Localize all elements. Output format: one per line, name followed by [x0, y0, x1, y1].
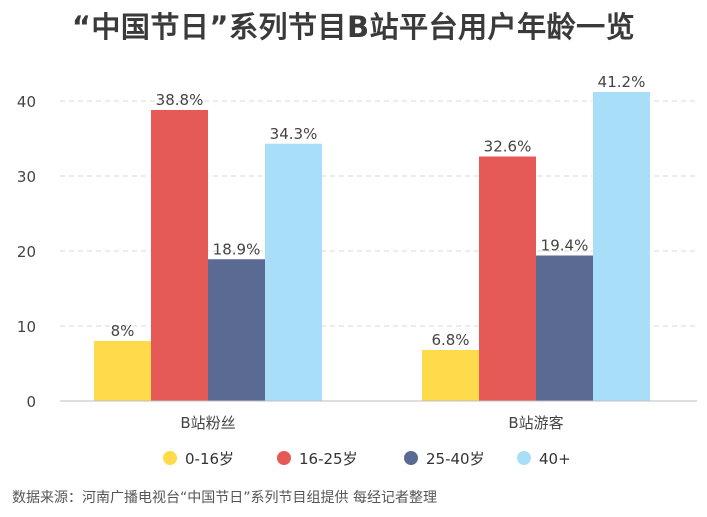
bar [479, 156, 536, 401]
data-label: 18.9% [213, 240, 261, 258]
legend-label: 16-25岁 [299, 450, 358, 468]
y-tick-label: 10 [17, 318, 36, 336]
data-label: 32.6% [484, 138, 532, 156]
x-tick-label: B站粉丝 [180, 414, 235, 432]
legend-label: 40+ [539, 450, 571, 468]
bar-chart: 0 10 20 30 40 8% 38.8% 18.9% 34.3% B站粉丝 6.8% 32.6% 1… [17, 73, 697, 468]
y-tick-label: 30 [17, 168, 36, 186]
legend-swatch [277, 451, 291, 465]
data-label: 34.3% [270, 125, 318, 143]
legend-label: 25-40岁 [426, 450, 485, 468]
data-label: 6.8% [431, 331, 469, 349]
data-label: 38.8% [156, 91, 204, 109]
data-label: 19.4% [541, 237, 589, 255]
legend-swatch [163, 451, 177, 465]
y-tick-label: 40 [17, 93, 36, 111]
source-note: 数据来源：河南广播电视台“中国节日”系列节目组提供 每经记者整理 [12, 490, 437, 506]
legend-swatch [404, 451, 418, 465]
bar [151, 110, 208, 401]
y-tick-label: 20 [17, 243, 36, 261]
y-tick-label: 0 [26, 393, 36, 411]
legend-label: 0-16岁 [185, 450, 234, 468]
data-label: 8% [111, 322, 135, 340]
bar [94, 341, 151, 401]
bar [422, 350, 479, 401]
chart-title: “中国节日”系列节目B站平台用户年龄一览 [71, 10, 636, 44]
bar [593, 92, 650, 401]
bar [208, 259, 265, 401]
data-label: 41.2% [598, 73, 646, 91]
legend-swatch [517, 451, 531, 465]
x-tick-label: B站游客 [508, 414, 563, 432]
bar [536, 255, 593, 401]
bar [265, 143, 322, 401]
